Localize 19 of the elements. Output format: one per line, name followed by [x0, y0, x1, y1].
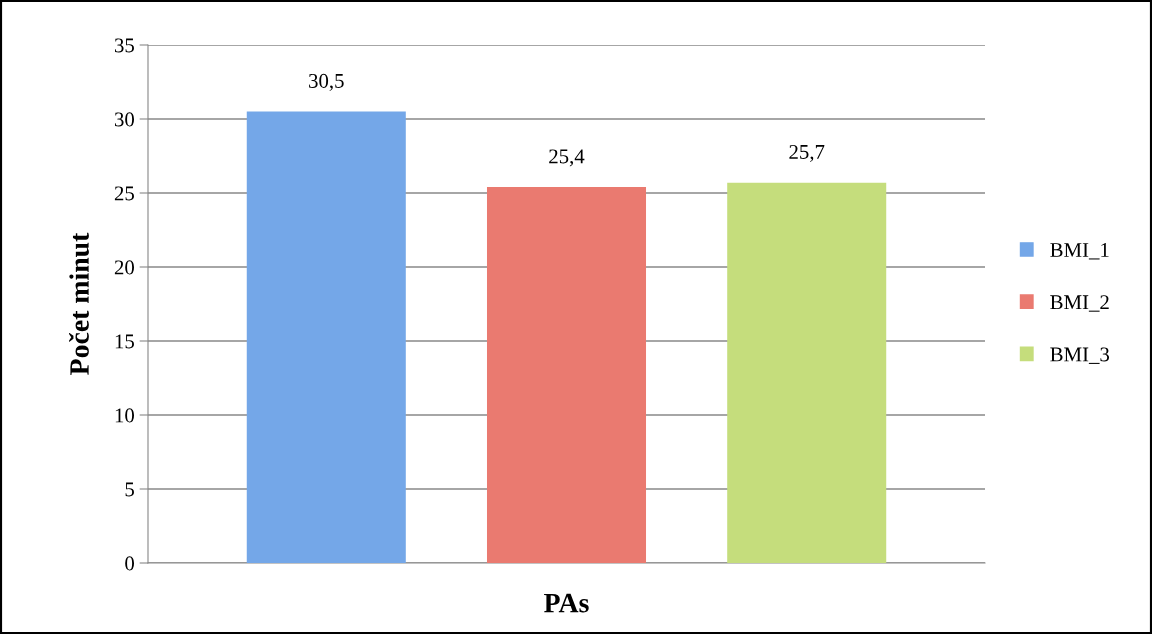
legend-label: BMI_1 [1050, 243, 1109, 260]
legend-label: BMI_3 [1050, 347, 1110, 364]
y-tick-label: 30 [114, 112, 135, 127]
bar [727, 182, 887, 563]
data-label: 25,4 [549, 149, 585, 167]
bar [486, 187, 647, 563]
y-tick-label: 25 [114, 186, 134, 201]
legend-label: BMI_2 [1050, 295, 1109, 312]
data-label: 25,7 [789, 144, 825, 162]
bar [246, 111, 406, 563]
y-tick-label: 5 [125, 482, 134, 497]
y-tick-label: 15 [115, 334, 134, 349]
y-axis-title: Počet minut [69, 232, 89, 375]
data-label: 30,5 [309, 73, 344, 91]
x-axis-title: PAs [544, 593, 589, 613]
y-tick-label: 0 [125, 556, 135, 571]
y-tick-label: 10 [115, 408, 135, 423]
y-tick-label: 20 [114, 260, 135, 275]
y-tick-label: 35 [114, 38, 134, 53]
